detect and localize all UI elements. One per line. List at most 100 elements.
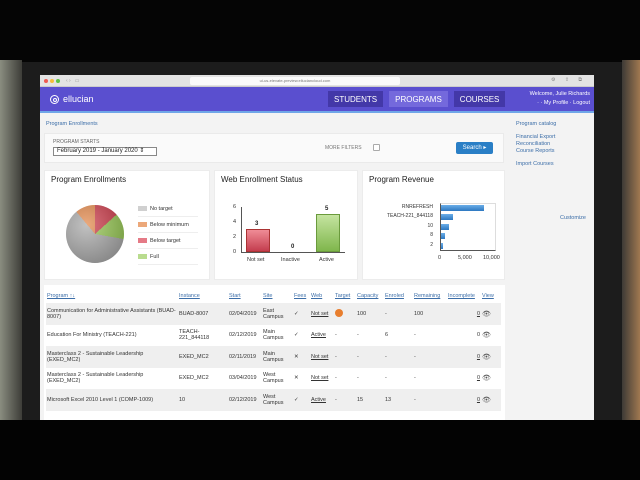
cell-web[interactable]: Not set — [310, 303, 334, 325]
cell-web[interactable]: Active — [310, 389, 334, 411]
cell-instance: TEACH-221_844118 — [179, 329, 210, 342]
view-eye-icon[interactable]: 👁 — [481, 303, 501, 325]
y-category: RNREFRESH — [401, 204, 433, 210]
cell-instance: BUAD-8007 — [178, 303, 228, 325]
cell-program: Education For Ministry (TEACH-221) — [47, 332, 137, 339]
cell-site: West Campus — [263, 372, 284, 385]
cell-start: 02/12/2019 — [229, 332, 257, 339]
table-row[interactable]: Masterclass 2 - Sustainable Leadership (… — [46, 368, 501, 390]
x-tick: 5,000 — [458, 255, 472, 261]
view-eye-icon[interactable]: 👁 — [481, 346, 501, 368]
cell-remaining: 100 — [413, 303, 447, 325]
col-web[interactable]: Web — [311, 293, 323, 299]
legend-label: Below minimum — [150, 221, 189, 228]
revenue-bar[interactable] — [441, 243, 443, 249]
profile-logout-links[interactable]: · · My Profile · Logout — [537, 100, 590, 106]
col-program[interactable]: Program ↑↓ — [47, 293, 76, 299]
table-row[interactable]: Microsoft Excel 2010 Level 1 (COMP-1009)… — [46, 389, 501, 411]
cell-incomplete[interactable]: 0 — [476, 375, 480, 382]
col-fees[interactable]: Fees — [294, 293, 307, 299]
program-starts-select[interactable]: February 2019 - January 2020 ⇕ — [53, 147, 157, 156]
card-title: Program Revenue — [369, 175, 434, 184]
table-row[interactable]: Masterclass 2 - Sustainable Leadership (… — [46, 346, 501, 368]
maximize-window-dot[interactable] — [56, 78, 60, 83]
legend-item[interactable]: No target — [138, 201, 198, 217]
address-bar[interactable]: ui-us-elevate-preview.elluciancloud.com — [190, 77, 400, 85]
col-start[interactable]: Start — [229, 293, 241, 299]
legend-item[interactable]: Below target — [138, 233, 198, 249]
col-enroled[interactable]: Enroled — [385, 293, 404, 299]
cell-program: Masterclass 2 - Sustainable Leadership (… — [47, 372, 144, 385]
program-enrollments-card: Program Enrollments No target Below mini… — [44, 170, 210, 280]
bar-value: 3 — [255, 221, 259, 227]
link-reconciliation[interactable]: Reconciliation — [516, 141, 551, 147]
close-window-dot[interactable] — [44, 78, 48, 83]
ellucian-logo-icon — [50, 94, 59, 104]
tab-courses[interactable]: COURSES — [453, 91, 506, 107]
y-tick: 4 — [233, 219, 237, 225]
breadcrumb[interactable]: Program Enrollments — [46, 121, 98, 127]
col-instance[interactable]: Instance — [179, 293, 200, 299]
cell-enroled: - — [384, 303, 413, 325]
col-target[interactable]: Target — [335, 293, 351, 299]
link-course-reports[interactable]: Course Reports — [516, 148, 555, 154]
browser-actions-icons[interactable]: ⚙ ⇪ ⧉ — [550, 77, 586, 83]
legend-item[interactable]: Below minimum — [138, 217, 198, 233]
y-category: 8 — [430, 232, 433, 238]
x-category: Active — [319, 257, 334, 263]
cell-target: - — [335, 375, 337, 382]
filter-panel: PROGRAM STARTS February 2019 - January 2… — [44, 133, 504, 163]
cell-incomplete[interactable]: 0 — [447, 389, 481, 411]
more-filters-checkbox[interactable] — [373, 144, 380, 151]
cell-web[interactable]: Not set — [310, 346, 334, 368]
minimize-window-dot[interactable] — [50, 78, 54, 83]
cell-incomplete[interactable]: 0 — [447, 303, 481, 325]
monitor-bottom — [0, 420, 640, 480]
table-row[interactable]: Education For Ministry (TEACH-221) TEACH… — [46, 325, 501, 347]
col-view[interactable]: View — [482, 293, 494, 299]
cell-instance: EXED_MC2 — [178, 346, 228, 368]
tab-programs[interactable]: PROGRAMS — [389, 91, 448, 107]
welcome-text: Welcome, Julie Richards — [529, 91, 590, 97]
col-remaining[interactable]: Remaining — [414, 293, 441, 299]
y-category: 2 — [430, 242, 433, 248]
cell-remaining: - — [413, 389, 447, 411]
link-import-courses[interactable]: Import Courses — [516, 161, 554, 167]
y-category: 10 — [427, 223, 433, 229]
bar-not-set[interactable] — [246, 229, 270, 252]
legend-swatch — [138, 254, 147, 259]
col-capacity[interactable]: Capacity — [357, 293, 379, 299]
view-eye-icon[interactable]: 👁 — [482, 332, 491, 340]
x-category: Inactive — [281, 257, 300, 263]
x-category: Not set — [247, 257, 265, 263]
customize-link[interactable]: Customize — [560, 215, 586, 221]
cell-incomplete[interactable]: 0 — [447, 346, 481, 368]
cell-site: Main Campus — [262, 346, 293, 368]
legend-item[interactable]: Full — [138, 249, 198, 265]
enrollments-pie-chart[interactable] — [66, 205, 124, 263]
revenue-bar[interactable] — [441, 224, 449, 230]
ellucian-logo[interactable]: ellucian — [50, 94, 94, 104]
target-status-dot — [335, 308, 343, 317]
view-eye-icon[interactable]: 👁 — [481, 389, 501, 411]
cell-web[interactable]: Active — [311, 332, 326, 339]
legend-label: Full — [150, 253, 159, 260]
search-button[interactable]: Search ▸ — [456, 142, 493, 154]
cell-remaining: - — [413, 346, 447, 368]
bar-active[interactable] — [316, 214, 340, 252]
cell-web[interactable]: Not set — [311, 375, 329, 382]
link-financial-export[interactable]: Financial Export — [516, 134, 556, 140]
more-filters-label: MORE FILTERS — [325, 145, 362, 151]
link-program-catalog[interactable]: Program catalog — [516, 121, 557, 127]
revenue-bar[interactable] — [441, 233, 445, 239]
back-forward-icon[interactable]: ‹ › — [66, 77, 71, 84]
tab-students[interactable]: STUDENTS — [328, 91, 384, 107]
col-incomplete[interactable]: Incomplete — [448, 293, 475, 299]
revenue-bar[interactable] — [441, 214, 453, 220]
sidebar-icon[interactable]: ▭ — [74, 77, 80, 84]
table-row[interactable]: Communication for Administrative Assista… — [46, 303, 501, 325]
browser-window: ‹ › ▭ ui-us-elevate-preview.ellucianclou… — [40, 75, 594, 420]
col-site[interactable]: Site — [263, 293, 273, 299]
revenue-bar[interactable] — [441, 205, 484, 211]
view-eye-icon[interactable]: 👁 — [482, 375, 491, 383]
